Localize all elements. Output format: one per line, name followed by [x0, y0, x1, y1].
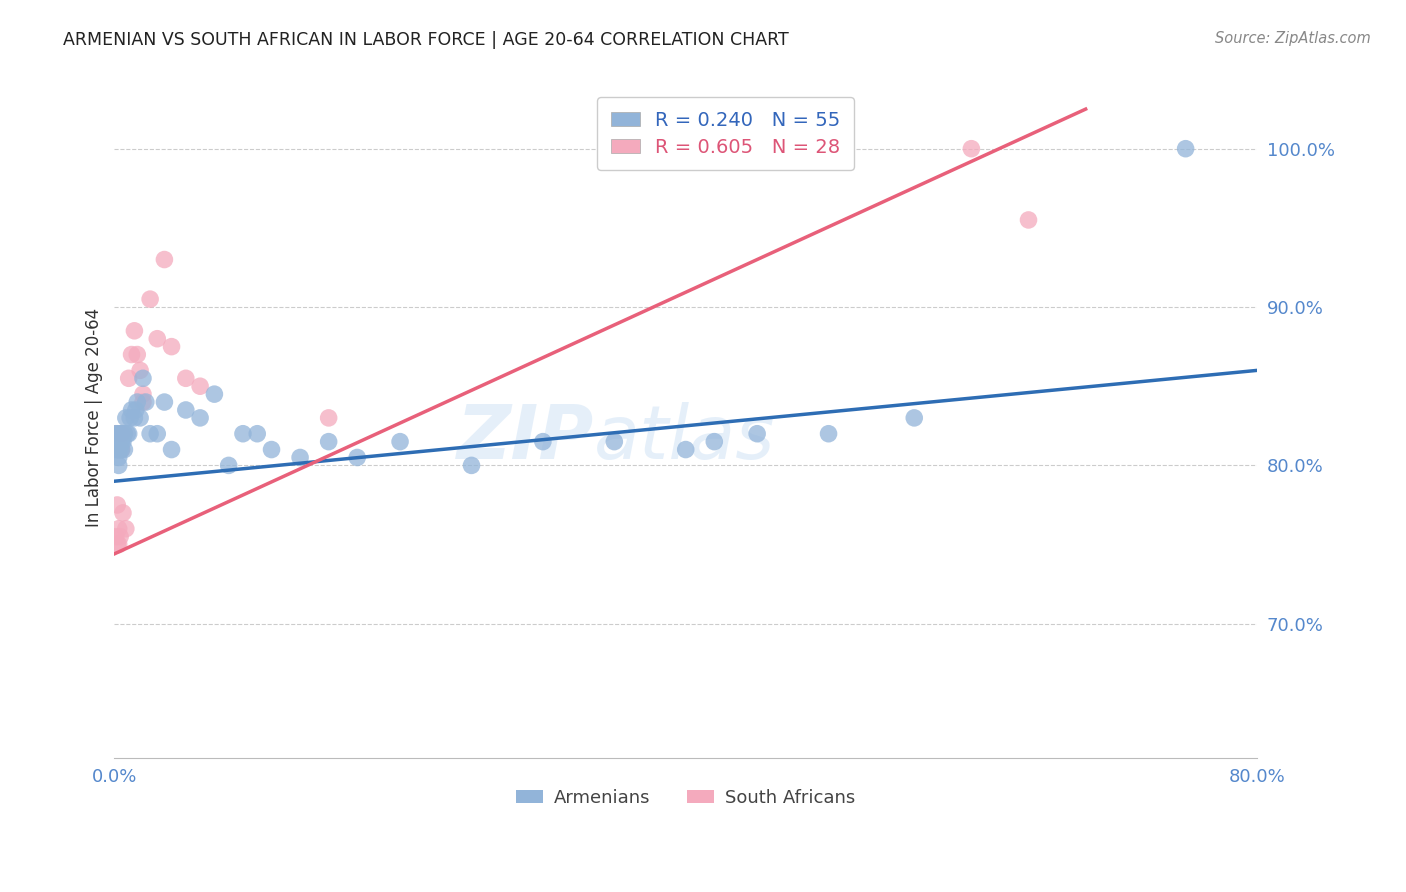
- Point: [117, 426, 139, 441]
- Point: [111, 506, 134, 520]
- Point: [129, 363, 152, 377]
- Point: [160, 340, 183, 354]
- Point: [125, 403, 148, 417]
- Point: [112, 442, 135, 457]
- Point: [105, 442, 128, 457]
- Point: [112, 426, 135, 441]
- Text: atlas: atlas: [595, 402, 776, 475]
- Point: [202, 387, 225, 401]
- Point: [531, 434, 554, 449]
- Point: [129, 410, 152, 425]
- Point: [1018, 213, 1040, 227]
- Point: [107, 522, 129, 536]
- Point: [104, 426, 127, 441]
- Point: [160, 442, 183, 457]
- Point: [747, 426, 769, 441]
- Point: [960, 142, 983, 156]
- Point: [110, 426, 132, 441]
- Point: [105, 498, 128, 512]
- Point: [110, 426, 132, 441]
- Point: [112, 426, 135, 441]
- Point: [108, 442, 131, 457]
- Point: [246, 426, 269, 441]
- Point: [108, 530, 131, 544]
- Point: [108, 426, 131, 441]
- Point: [124, 324, 146, 338]
- Point: [318, 410, 340, 425]
- Point: [111, 426, 134, 441]
- Point: [115, 522, 138, 536]
- Point: [153, 395, 176, 409]
- Point: [132, 371, 155, 385]
- Point: [121, 403, 143, 417]
- Legend: Armenians, South Africans: Armenians, South Africans: [509, 781, 862, 814]
- Point: [675, 442, 697, 457]
- Point: [603, 434, 626, 449]
- Point: [188, 410, 211, 425]
- Point: [260, 442, 283, 457]
- Point: [107, 458, 129, 473]
- Point: [110, 442, 132, 457]
- Point: [107, 442, 129, 457]
- Point: [111, 434, 134, 449]
- Point: [188, 379, 211, 393]
- Point: [903, 410, 925, 425]
- Point: [232, 426, 254, 441]
- Point: [105, 538, 128, 552]
- Point: [318, 434, 340, 449]
- Point: [174, 371, 197, 385]
- Point: [139, 292, 162, 306]
- Point: [105, 426, 128, 441]
- Point: [115, 410, 138, 425]
- Point: [817, 426, 839, 441]
- Point: [389, 434, 412, 449]
- Point: [118, 426, 141, 441]
- Point: [104, 434, 127, 449]
- Point: [108, 434, 131, 449]
- Point: [120, 410, 142, 425]
- Point: [146, 332, 169, 346]
- Point: [107, 538, 129, 552]
- Point: [139, 426, 162, 441]
- Point: [288, 450, 311, 465]
- Point: [132, 395, 155, 409]
- Point: [127, 347, 149, 361]
- Point: [346, 450, 368, 465]
- Point: [174, 403, 197, 417]
- Point: [124, 410, 146, 425]
- Point: [110, 434, 132, 449]
- Point: [1174, 142, 1197, 156]
- Text: ZIP: ZIP: [457, 401, 595, 475]
- Text: Source: ZipAtlas.com: Source: ZipAtlas.com: [1215, 31, 1371, 46]
- Point: [153, 252, 176, 267]
- Point: [135, 395, 157, 409]
- Text: ARMENIAN VS SOUTH AFRICAN IN LABOR FORCE | AGE 20-64 CORRELATION CHART: ARMENIAN VS SOUTH AFRICAN IN LABOR FORCE…: [63, 31, 789, 49]
- Point: [218, 458, 240, 473]
- Point: [107, 434, 129, 449]
- Point: [105, 434, 128, 449]
- Point: [121, 347, 143, 361]
- Point: [107, 450, 129, 465]
- Point: [104, 426, 127, 441]
- Point: [146, 426, 169, 441]
- Y-axis label: In Labor Force | Age 20-64: In Labor Force | Age 20-64: [86, 309, 103, 527]
- Point: [127, 395, 149, 409]
- Point: [110, 442, 132, 457]
- Point: [118, 371, 141, 385]
- Point: [104, 530, 127, 544]
- Point: [132, 387, 155, 401]
- Point: [460, 458, 482, 473]
- Point: [703, 434, 725, 449]
- Point: [104, 442, 127, 457]
